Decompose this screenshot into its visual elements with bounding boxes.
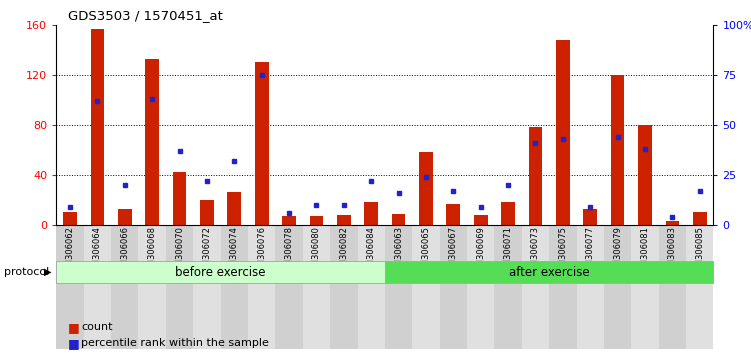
Bar bbox=[584, 209, 597, 225]
Bar bbox=[659, 225, 686, 349]
Text: ■: ■ bbox=[68, 337, 80, 350]
Bar bbox=[439, 225, 467, 349]
Bar bbox=[330, 225, 357, 349]
Bar bbox=[173, 172, 186, 225]
Bar bbox=[166, 225, 193, 349]
Bar bbox=[248, 225, 276, 349]
Bar bbox=[309, 216, 323, 225]
Bar bbox=[193, 225, 221, 349]
Bar bbox=[138, 225, 166, 349]
Bar bbox=[56, 225, 83, 349]
Bar bbox=[693, 212, 707, 225]
Bar bbox=[419, 152, 433, 225]
Text: ■: ■ bbox=[68, 321, 80, 334]
Bar bbox=[549, 225, 577, 349]
Bar bbox=[282, 216, 296, 225]
Text: ▶: ▶ bbox=[44, 267, 51, 277]
Bar bbox=[56, 261, 385, 283]
Bar bbox=[412, 225, 439, 349]
Bar bbox=[385, 225, 412, 349]
Bar bbox=[255, 62, 269, 225]
Bar bbox=[611, 75, 625, 225]
Bar bbox=[364, 202, 378, 225]
Bar bbox=[529, 127, 542, 225]
Bar bbox=[200, 200, 214, 225]
Bar bbox=[91, 29, 104, 225]
Text: percentile rank within the sample: percentile rank within the sample bbox=[81, 338, 269, 348]
Bar bbox=[392, 213, 406, 225]
Bar bbox=[385, 261, 713, 283]
Bar bbox=[111, 225, 138, 349]
Bar bbox=[63, 212, 77, 225]
Bar bbox=[522, 225, 549, 349]
Bar bbox=[474, 215, 487, 225]
Bar bbox=[357, 225, 385, 349]
Text: GDS3503 / 1570451_at: GDS3503 / 1570451_at bbox=[68, 9, 222, 22]
Bar bbox=[577, 225, 604, 349]
Bar bbox=[337, 215, 351, 225]
Text: after exercise: after exercise bbox=[509, 266, 590, 279]
Bar bbox=[665, 221, 679, 225]
Bar bbox=[303, 225, 330, 349]
Bar bbox=[447, 204, 460, 225]
Bar bbox=[556, 40, 570, 225]
Bar bbox=[686, 225, 713, 349]
Bar bbox=[83, 225, 111, 349]
Bar bbox=[632, 225, 659, 349]
Bar bbox=[638, 125, 652, 225]
Bar bbox=[501, 202, 515, 225]
Text: count: count bbox=[81, 322, 113, 332]
Bar bbox=[118, 209, 131, 225]
Bar bbox=[494, 225, 522, 349]
Text: before exercise: before exercise bbox=[175, 266, 266, 279]
Bar bbox=[604, 225, 632, 349]
Bar bbox=[467, 225, 494, 349]
Bar bbox=[228, 192, 241, 225]
Bar bbox=[276, 225, 303, 349]
Bar bbox=[145, 58, 159, 225]
Bar bbox=[221, 225, 248, 349]
Text: protocol: protocol bbox=[4, 267, 49, 277]
